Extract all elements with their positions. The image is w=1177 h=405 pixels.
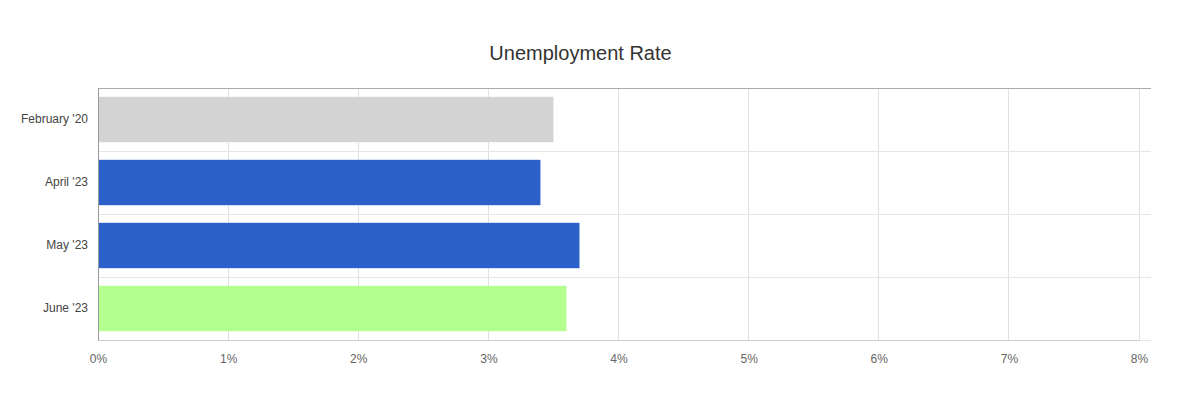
bar	[98, 223, 579, 268]
grid-line	[98, 88, 99, 340]
bars	[98, 97, 579, 331]
x-tick: 7%	[1001, 340, 1019, 366]
x-tick-label: 0%	[90, 352, 108, 366]
x-tick-label: 5%	[740, 352, 758, 366]
x-tick-label: 2%	[350, 352, 368, 366]
y-tick: February '20	[21, 112, 98, 126]
row-separator	[98, 151, 1151, 152]
x-tick-label: 6%	[871, 352, 889, 366]
y-axis-line	[98, 89, 99, 341]
x-tick: 4%	[610, 340, 628, 366]
x-tick: 3%	[480, 340, 498, 366]
row-separator	[98, 340, 1151, 341]
y-tick-label: June '23	[43, 301, 88, 315]
y-tick: April '23	[45, 175, 98, 189]
x-tick-label: 8%	[1131, 352, 1149, 366]
row-separator	[98, 277, 1151, 278]
y-tick-label: February '20	[21, 112, 88, 126]
row-separator	[98, 214, 1151, 215]
x-tick: 1%	[220, 340, 238, 366]
y-tick: May '23	[46, 238, 98, 252]
plot: 0% 1% 2% 3% 4% 5% 6% 7% 8% February '20 April '23 M…	[21, 88, 1151, 366]
y-tick-label: May '23	[46, 238, 88, 252]
bar	[98, 286, 566, 331]
x-tick: 8%	[1131, 340, 1149, 366]
y-tick-label: April '23	[45, 175, 88, 189]
x-tick: 6%	[871, 340, 889, 366]
chart: Unemployment Rate 0% 1% 2% 3% 4% 5% 6% 7% 8% Febru…	[0, 0, 1177, 405]
row-separator	[98, 88, 1151, 89]
x-tick-label: 1%	[220, 352, 238, 366]
x-axis: 0% 1% 2% 3% 4% 5% 6% 7% 8%	[90, 340, 1149, 366]
x-tick: 0%	[90, 340, 108, 366]
x-tick-label: 4%	[610, 352, 628, 366]
title: Unemployment Rate	[489, 42, 671, 64]
bar	[98, 97, 553, 142]
x-tick-label: 3%	[480, 352, 498, 366]
grid	[98, 88, 1151, 340]
x-axis-line	[99, 340, 1140, 341]
y-axis: February '20 April '23 May '23 June '23	[21, 89, 99, 341]
bar	[98, 160, 540, 205]
x-tick-label: 7%	[1001, 352, 1019, 366]
y-tick: June '23	[43, 301, 98, 315]
x-tick: 5%	[740, 340, 758, 366]
x-tick: 2%	[350, 340, 368, 366]
